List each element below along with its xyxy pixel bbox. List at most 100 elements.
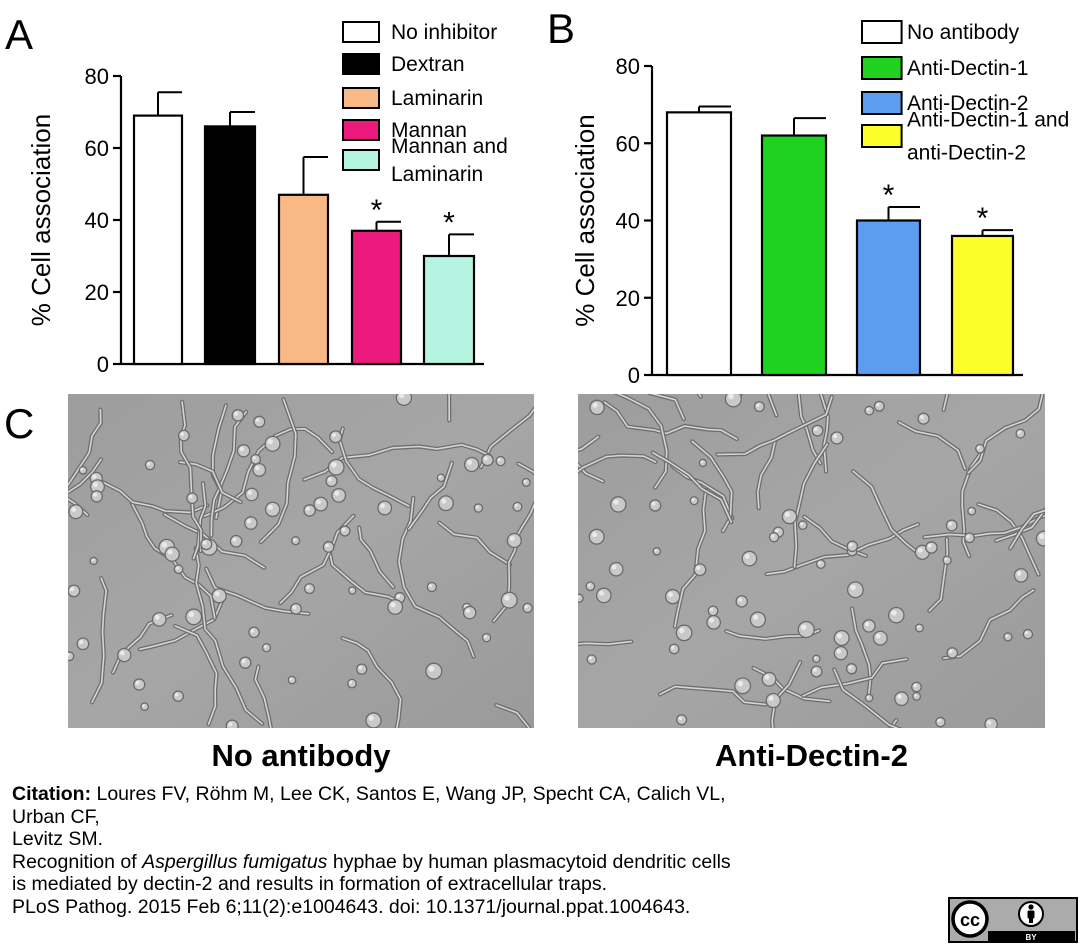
cell xyxy=(1022,628,1034,640)
hypha-highlight xyxy=(797,394,822,465)
cell-highlight xyxy=(814,656,817,660)
cell-highlight xyxy=(246,519,252,524)
cell xyxy=(426,581,437,593)
cell xyxy=(303,504,316,517)
cell-highlight xyxy=(428,584,433,588)
cell xyxy=(264,501,281,518)
cell-highlight xyxy=(587,583,591,587)
significance-asterisk: * xyxy=(443,206,455,239)
cell-highlight xyxy=(214,591,220,597)
cell-highlight xyxy=(937,719,941,723)
cell xyxy=(765,692,781,709)
cell xyxy=(664,588,681,605)
legend-label: No inhibitor xyxy=(391,21,497,44)
cell-highlight xyxy=(289,677,293,681)
panel-label-b: B xyxy=(547,5,575,52)
cell xyxy=(173,564,184,575)
citation-authors-1: Loures FV, Röhm M, Lee CK, Santos E, Wan… xyxy=(91,783,726,805)
cell-highlight xyxy=(93,492,97,497)
cell-highlight xyxy=(800,522,804,526)
hypha-highlight xyxy=(210,411,247,537)
hypha-highlight xyxy=(802,658,908,697)
y-axis-label: % Cell association xyxy=(26,114,56,326)
hypha-highlight xyxy=(438,521,511,566)
legend-label: Mannan xyxy=(391,119,467,142)
cell xyxy=(652,547,662,556)
cell-highlight xyxy=(814,427,818,431)
caption-no-antibody: No antibody xyxy=(211,738,391,773)
cell-highlight xyxy=(398,394,405,399)
cell xyxy=(1015,428,1026,439)
cell-highlight xyxy=(764,674,770,680)
y-tick-label: 80 xyxy=(85,64,109,89)
cell xyxy=(425,662,443,680)
hypha-highlight xyxy=(179,461,242,503)
cell-highlight xyxy=(876,403,880,407)
hypha-highlight xyxy=(398,497,475,658)
cell-highlight xyxy=(891,610,897,616)
y-tick-label: 20 xyxy=(85,280,109,305)
cell-highlight xyxy=(768,695,774,701)
cell xyxy=(797,620,815,639)
cell-highlight xyxy=(268,504,273,510)
cell-highlight xyxy=(475,505,479,509)
cell-highlight xyxy=(784,512,790,517)
y-axis-label: % Cell association xyxy=(570,114,600,326)
cell xyxy=(481,453,494,467)
y-tick-label: 60 xyxy=(85,136,109,161)
cell xyxy=(244,487,259,502)
cell xyxy=(264,435,281,452)
cell-highlight xyxy=(801,624,807,630)
cell xyxy=(348,586,357,595)
citation-label: Citation: xyxy=(12,783,92,805)
hypha-highlight xyxy=(967,394,1044,474)
cell xyxy=(522,602,533,614)
hypha-highlight xyxy=(495,704,530,728)
cell xyxy=(211,588,227,604)
cell-highlight xyxy=(380,503,386,509)
bar xyxy=(422,254,476,366)
cell xyxy=(90,490,103,503)
cell xyxy=(914,623,924,633)
hypha-highlight xyxy=(192,482,207,560)
cell-highlight xyxy=(467,459,473,465)
legend-swatch xyxy=(861,56,903,80)
cell xyxy=(78,465,88,475)
cell-highlight xyxy=(592,402,598,408)
cell-highlight xyxy=(293,538,296,541)
legend-swatch xyxy=(342,119,380,141)
cell xyxy=(846,581,864,599)
cell xyxy=(588,528,605,545)
cell-highlight xyxy=(228,722,233,727)
cell-highlight xyxy=(267,438,273,445)
cc-icon xyxy=(951,900,989,938)
cell-highlight xyxy=(654,548,657,552)
cell xyxy=(925,541,938,554)
cell xyxy=(864,405,875,416)
cell-highlight xyxy=(483,635,487,638)
cell-highlight xyxy=(334,490,340,496)
cell-highlight xyxy=(349,680,353,684)
citation-title-part-2: hyphae by human plasmacytoid dendritic c… xyxy=(327,850,731,873)
cell-highlight xyxy=(92,482,98,488)
y-tick-label: 60 xyxy=(616,131,640,156)
legend-swatch xyxy=(342,87,380,109)
cell-highlight xyxy=(142,704,145,707)
hypha-highlight xyxy=(174,625,218,725)
cell-highlight xyxy=(465,608,470,613)
cell-highlight xyxy=(239,446,244,452)
citation-title-line-1: Recognition of Aspergillus fumigatus hyp… xyxy=(12,851,942,874)
hypha-highlight xyxy=(341,637,402,728)
cell-highlight xyxy=(1005,634,1009,638)
cell-highlight xyxy=(120,650,125,656)
cell-highlight xyxy=(1016,571,1022,576)
cell xyxy=(830,431,844,445)
cell xyxy=(236,444,251,458)
cell-highlight xyxy=(969,508,972,512)
cell xyxy=(239,656,252,669)
cc-by-license-badge: cc BY xyxy=(948,897,1078,943)
hypha-highlight xyxy=(716,396,833,456)
cell xyxy=(303,583,316,595)
cell xyxy=(735,595,748,608)
citation-title-line-2: is mediated by dectin-2 and results in f… xyxy=(12,873,608,895)
